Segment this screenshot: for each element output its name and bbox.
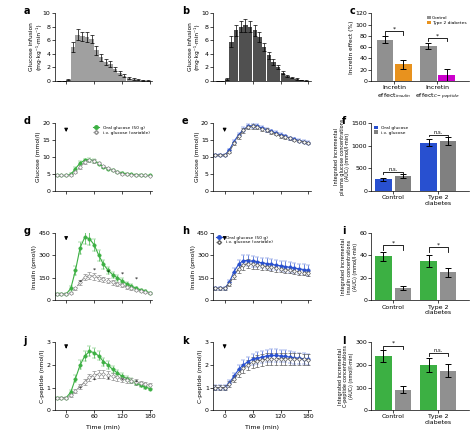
Bar bbox=[440, 141, 456, 191]
X-axis label: Time (min): Time (min) bbox=[245, 425, 279, 430]
Text: b: b bbox=[182, 7, 189, 16]
Bar bbox=[257, 37, 262, 81]
Bar bbox=[440, 272, 456, 300]
Bar bbox=[395, 390, 411, 410]
Text: *: * bbox=[135, 276, 137, 281]
Text: *: * bbox=[79, 385, 82, 390]
Bar bbox=[103, 62, 108, 81]
Legend: Oral glucose, i.v. glucose: Oral glucose, i.v. glucose bbox=[374, 125, 409, 135]
Text: k: k bbox=[182, 336, 188, 346]
Bar bbox=[80, 36, 84, 81]
Text: *: * bbox=[392, 341, 395, 346]
Bar bbox=[141, 80, 145, 81]
Bar bbox=[225, 79, 229, 81]
Text: n.s.: n.s. bbox=[433, 348, 443, 352]
Y-axis label: Integrated incremental
C-peptide concentrations
(AUCᵢ) (nmol/l·min): Integrated incremental C-peptide concent… bbox=[337, 345, 354, 407]
Bar bbox=[395, 288, 411, 300]
Bar bbox=[290, 78, 294, 81]
Bar bbox=[131, 79, 136, 81]
Bar bbox=[248, 27, 252, 81]
Text: i: i bbox=[342, 226, 346, 236]
Text: *: * bbox=[392, 26, 396, 31]
X-axis label: Time (min): Time (min) bbox=[86, 425, 120, 430]
Bar bbox=[285, 75, 290, 81]
Bar bbox=[375, 179, 392, 191]
Bar bbox=[243, 26, 248, 81]
Text: d: d bbox=[23, 116, 30, 126]
Text: c: c bbox=[350, 7, 356, 16]
Bar bbox=[294, 79, 299, 81]
Bar bbox=[420, 261, 437, 300]
Y-axis label: Incretin effect (%): Incretin effect (%) bbox=[349, 20, 354, 74]
Text: f: f bbox=[342, 116, 346, 126]
Text: *: * bbox=[392, 240, 395, 245]
Bar bbox=[90, 39, 94, 81]
Text: *: * bbox=[92, 377, 96, 383]
Bar bbox=[376, 40, 393, 81]
Text: *: * bbox=[437, 243, 440, 247]
Bar bbox=[234, 30, 238, 81]
Bar bbox=[420, 143, 437, 191]
Bar bbox=[281, 73, 285, 81]
Text: *: * bbox=[107, 376, 109, 381]
Text: n.s.: n.s. bbox=[388, 167, 398, 172]
Text: e: e bbox=[182, 116, 188, 126]
Text: g: g bbox=[23, 226, 30, 236]
Bar bbox=[238, 27, 243, 81]
Bar bbox=[122, 75, 127, 81]
Y-axis label: Glucose (mmol/l): Glucose (mmol/l) bbox=[194, 131, 200, 182]
Bar bbox=[127, 78, 131, 81]
Bar bbox=[75, 35, 80, 81]
Bar bbox=[71, 47, 75, 81]
Text: j: j bbox=[23, 336, 27, 346]
Bar bbox=[85, 37, 89, 81]
Text: *: * bbox=[120, 271, 124, 277]
Y-axis label: Insulin (pmol/l): Insulin (pmol/l) bbox=[32, 245, 37, 288]
Bar bbox=[440, 370, 456, 410]
Text: *: * bbox=[92, 268, 96, 273]
Y-axis label: Glucose (mmol/l): Glucose (mmol/l) bbox=[36, 131, 41, 182]
Text: l: l bbox=[342, 336, 346, 346]
Bar bbox=[99, 57, 103, 81]
Y-axis label: Integrated incremental
insulin concentrations
(AUCᵢ) (mmol/l·min): Integrated incremental insulin concentra… bbox=[341, 238, 358, 295]
Bar bbox=[375, 256, 392, 300]
Text: *: * bbox=[107, 270, 109, 275]
Bar bbox=[375, 356, 392, 410]
Bar bbox=[113, 69, 117, 81]
Text: *: * bbox=[79, 279, 82, 284]
Bar bbox=[271, 62, 275, 81]
Y-axis label: C-peptide (nmol/l): C-peptide (nmol/l) bbox=[40, 349, 45, 403]
Text: *: * bbox=[135, 380, 137, 385]
Legend: Oral glucose (50 g), i.v. glucose (variable): Oral glucose (50 g), i.v. glucose (varia… bbox=[215, 235, 273, 245]
Text: n.s.: n.s. bbox=[433, 130, 443, 135]
Bar bbox=[253, 30, 257, 81]
Text: a: a bbox=[23, 7, 30, 16]
Bar bbox=[395, 176, 411, 191]
Bar bbox=[118, 73, 122, 81]
Bar bbox=[438, 75, 455, 81]
Bar bbox=[108, 64, 112, 81]
Text: *: * bbox=[436, 33, 439, 38]
Y-axis label: C-peptide (nmol/l): C-peptide (nmol/l) bbox=[199, 349, 203, 403]
Y-axis label: Insulin (pmol/l): Insulin (pmol/l) bbox=[191, 245, 196, 288]
Bar bbox=[66, 80, 71, 81]
Bar bbox=[420, 46, 437, 81]
Y-axis label: Glucose infusion
(mg·kg⁻¹·min⁻¹): Glucose infusion (mg·kg⁻¹·min⁻¹) bbox=[188, 23, 200, 71]
Bar bbox=[262, 47, 266, 81]
Bar bbox=[299, 80, 303, 81]
Bar bbox=[276, 67, 280, 81]
Y-axis label: Glucose infusion
(mg·kg⁻¹·min⁻¹): Glucose infusion (mg·kg⁻¹·min⁻¹) bbox=[29, 23, 41, 71]
Text: *: * bbox=[120, 378, 124, 383]
Legend: Control, Type 2 diabetes: Control, Type 2 diabetes bbox=[427, 15, 467, 25]
Bar bbox=[94, 50, 99, 81]
Bar bbox=[395, 64, 412, 81]
Bar bbox=[420, 365, 437, 410]
Bar bbox=[136, 80, 140, 81]
Bar bbox=[229, 42, 234, 81]
Bar bbox=[266, 55, 271, 81]
Legend: Oral glucose (50 g), i.v. glucose (variable): Oral glucose (50 g), i.v. glucose (varia… bbox=[92, 125, 150, 135]
Text: h: h bbox=[182, 226, 189, 236]
Y-axis label: Integrated incremental
plasma glucose concentrations
(AUCᵢ) (mmol/l·min): Integrated incremental plasma glucose co… bbox=[334, 119, 350, 195]
